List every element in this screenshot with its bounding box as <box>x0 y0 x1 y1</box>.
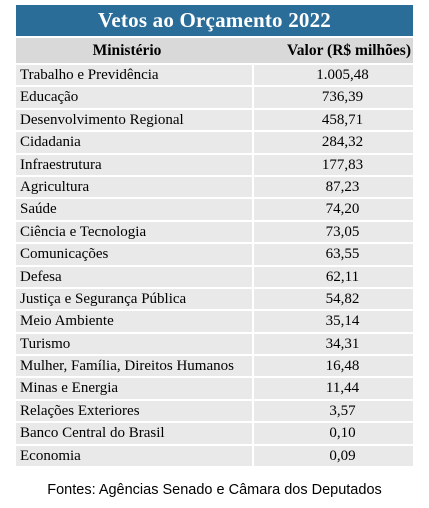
source-note: Fontes: Agências Senado e Câmara dos Dep… <box>47 482 382 498</box>
ministry-name-cell: Meio Ambiente <box>20 313 114 330</box>
table-row: Comunicações 63,55 <box>16 244 413 265</box>
table-row: Relações Exteriores 3,57 <box>16 400 413 422</box>
budget-veto-table: Vetos ao Orçamento 2022 Ministério Valor… <box>16 5 413 468</box>
ministry-name-cell: Ciência e Tecnologia <box>20 223 147 240</box>
ministry-name-cell: Infraestrutura <box>20 156 102 173</box>
table-title: Vetos ao Orçamento 2022 <box>16 5 413 36</box>
table-row: Economia 0,09 <box>16 445 413 467</box>
table-row: Saúde 74,20 <box>16 199 413 220</box>
table-row: Trabalho e Previdência 1.005,48 <box>16 65 413 86</box>
table-row: Desenvolvimento Regional 458,71 <box>16 109 413 131</box>
ministry-name-cell: Justiça e Segurança Pública <box>20 290 187 307</box>
table-row: Agricultura 87,23 <box>16 176 413 198</box>
table-row: Ciência e Tecnologia 73,05 <box>16 221 413 243</box>
ministry-value-cell: 63,55 <box>252 244 413 265</box>
ministry-value-cell: 284,32 <box>252 132 413 153</box>
ministry-value-cell: 73,05 <box>252 221 413 243</box>
ministry-name-cell: Banco Central do Brasil <box>20 425 165 442</box>
ministry-name-cell: Agricultura <box>20 178 90 195</box>
ministry-name-cell: Economia <box>20 447 81 464</box>
table-row: Turismo 34,31 <box>16 333 413 355</box>
header-ministerio: Ministério <box>92 42 162 59</box>
ministry-name-cell: Relações Exteriores <box>20 402 140 419</box>
ministry-value-cell: 1.005,48 <box>252 65 413 86</box>
table-row: Mulher, Família, Direitos Humanos 16,48 <box>16 356 413 377</box>
table-row: Cidadania 284,32 <box>16 132 413 153</box>
table-row: Infraestrutura 177,83 <box>16 154 413 175</box>
ministry-value-cell: 16,48 <box>252 356 413 377</box>
ministry-value-cell: 35,14 <box>252 311 413 332</box>
ministry-name-cell: Minas e Energia <box>20 380 119 397</box>
ministry-value-cell: 74,20 <box>252 199 413 220</box>
ministry-name-cell: Trabalho e Previdência <box>20 67 159 83</box>
ministry-value-cell: 87,23 <box>252 176 413 198</box>
table-row: Minas e Energia 11,44 <box>16 378 413 399</box>
ministry-name-cell: Defesa <box>20 268 62 285</box>
ministry-name-cell: Cidadania <box>20 134 81 151</box>
ministry-name-cell: Turismo <box>20 335 71 352</box>
ministry-name-cell: Educação <box>20 89 79 106</box>
ministry-name-cell: Comunicações <box>20 246 109 263</box>
table-body: Trabalho e Previdência 1.005,48 Educação 73… <box>16 65 413 467</box>
ministry-value-cell: 34,31 <box>252 333 413 355</box>
table-row: Educação 736,39 <box>16 87 413 108</box>
table-row: Justiça e Segurança Pública 54,82 <box>16 288 413 310</box>
table-row: Meio Ambiente 35,14 <box>16 311 413 332</box>
ministry-value-cell: 54,82 <box>252 288 413 310</box>
table-header-row: Ministério Valor (R$ milhões) <box>16 38 413 63</box>
ministry-value-cell: 11,44 <box>252 378 413 399</box>
table-row: Defesa 62,11 <box>16 266 413 287</box>
ministry-name-cell: Saúde <box>20 201 57 218</box>
ministry-value-cell: 736,39 <box>252 87 413 108</box>
ministry-value-cell: 0,09 <box>252 445 413 467</box>
ministry-value-cell: 62,11 <box>252 266 413 287</box>
table-row: Banco Central do Brasil 0,10 <box>16 423 413 444</box>
ministry-value-cell: 458,71 <box>252 109 413 131</box>
ministry-value-cell: 177,83 <box>252 154 413 175</box>
ministry-value-cell: 0,10 <box>252 423 413 444</box>
ministry-value-cell: 3,57 <box>252 400 413 422</box>
header-valor: Valor (R$ milhões) <box>287 42 411 59</box>
ministry-name-cell: Mulher, Família, Direitos Humanos <box>20 358 234 375</box>
ministry-name-cell: Desenvolvimento Regional <box>20 111 184 128</box>
